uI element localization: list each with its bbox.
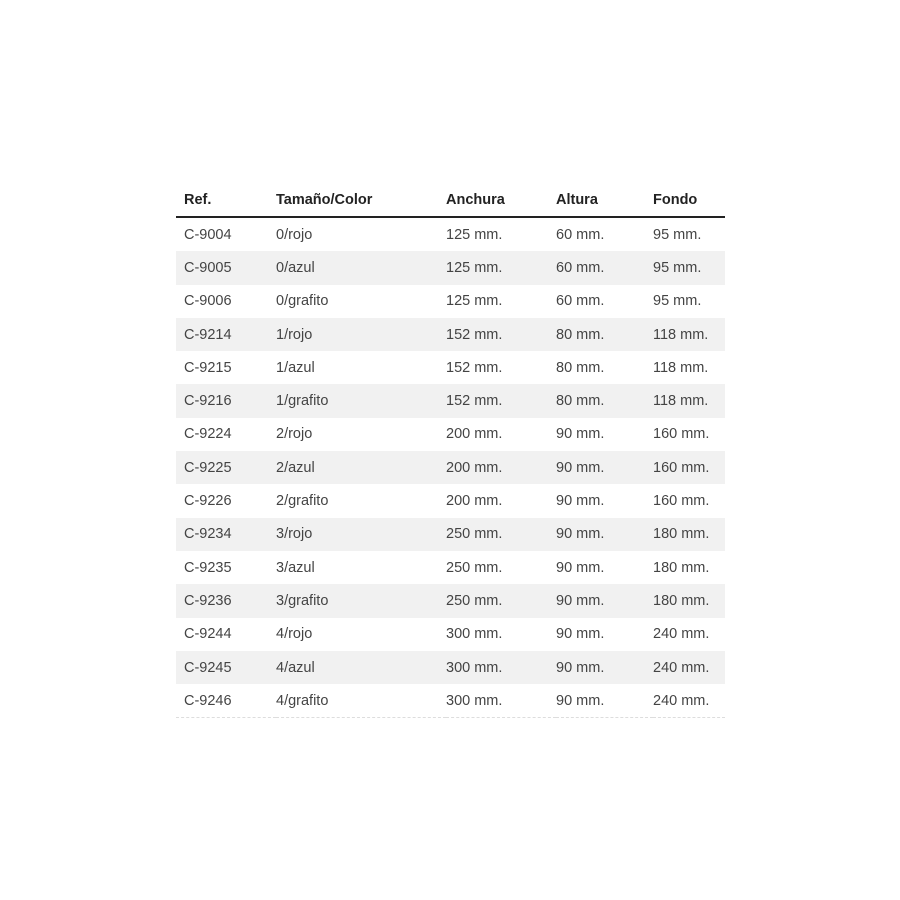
table-row: C-9244 4/rojo 300 mm. 90 mm. 240 mm.: [176, 618, 725, 651]
table-row: C-9245 4/azul 300 mm. 90 mm. 240 mm.: [176, 650, 725, 685]
cell-width: 152 mm.: [446, 393, 503, 410]
cell-ref: C-9225: [184, 459, 232, 476]
cell-height: 90 mm.: [556, 626, 605, 643]
cell-depth: 180 mm.: [653, 592, 710, 609]
cell-height: 60 mm.: [556, 293, 605, 310]
table-header-row: Ref. Tamaño/Color Anchura Altura Fondo: [176, 183, 725, 218]
cell-size-color: 0/grafito: [276, 293, 329, 310]
cell-size-color: 2/azul: [276, 459, 315, 476]
cell-size-color: 4/rojo: [276, 626, 313, 643]
table-row: C-9214 1/rojo 152 mm. 80 mm. 118 mm.: [176, 317, 725, 352]
cell-width: 300 mm.: [446, 659, 503, 676]
cell-depth: 240 mm.: [653, 659, 710, 676]
cell-width: 300 mm.: [446, 626, 503, 643]
table-row: C-9225 2/azul 200 mm. 90 mm. 160 mm.: [176, 451, 725, 485]
cell-depth: 95 mm.: [653, 259, 702, 276]
header-depth: Fondo: [653, 183, 725, 218]
cell-size-color: 1/grafito: [276, 393, 329, 410]
cell-ref: C-9236: [184, 592, 232, 609]
cell-height: 90 mm.: [556, 659, 605, 676]
cell-size-color: 4/grafito: [276, 692, 329, 709]
cell-depth: 118 mm.: [653, 393, 709, 410]
cell-ref: C-9234: [184, 526, 232, 543]
cell-height: 90 mm.: [556, 459, 605, 476]
header-height: Altura: [556, 183, 653, 218]
cell-width: 200 mm.: [446, 426, 503, 443]
cell-ref: C-9215: [184, 359, 232, 376]
cell-ref: C-9005: [184, 259, 232, 276]
cell-size-color: 1/azul: [276, 359, 315, 376]
cell-depth: 95 mm.: [653, 226, 702, 243]
cell-height: 90 mm.: [556, 592, 605, 609]
cell-size-color: 2/grafito: [276, 493, 329, 510]
cell-height: 80 mm.: [556, 326, 605, 343]
cell-height: 60 mm.: [556, 226, 605, 243]
table-row: C-9226 2/grafito 200 mm. 90 mm. 160 mm.: [176, 484, 725, 517]
cell-width: 152 mm.: [446, 359, 503, 376]
cell-height: 90 mm.: [556, 692, 605, 709]
cell-height: 90 mm.: [556, 559, 605, 576]
cell-depth: 160 mm.: [653, 459, 710, 476]
cell-depth: 118 mm.: [653, 359, 709, 376]
cell-ref: C-9246: [184, 692, 232, 709]
cell-height: 90 mm.: [556, 526, 605, 543]
cell-ref: C-9214: [184, 326, 232, 343]
cell-depth: 118 mm.: [653, 326, 709, 343]
cell-ref: C-9006: [184, 293, 232, 310]
header-size-color: Tamaño/Color: [276, 183, 446, 218]
cell-depth: 240 mm.: [653, 692, 710, 709]
cell-ref: C-9226: [184, 493, 232, 510]
table-row: C-9234 3/rojo 250 mm. 90 mm. 180 mm.: [176, 517, 725, 551]
cell-width: 125 mm.: [446, 293, 503, 310]
cell-size-color: 3/grafito: [276, 592, 329, 609]
table-row: C-9006 0/grafito 125 mm. 60 mm. 95 mm.: [176, 285, 725, 318]
cell-width: 250 mm.: [446, 526, 503, 543]
table-row: C-9215 1/azul 152 mm. 80 mm. 118 mm.: [176, 351, 725, 384]
cell-depth: 240 mm.: [653, 626, 710, 643]
table-row: C-9224 2/rojo 200 mm. 90 mm. 160 mm.: [176, 418, 725, 451]
cell-size-color: 3/rojo: [276, 526, 313, 543]
cell-height: 90 mm.: [556, 493, 605, 510]
cell-size-color: 4/azul: [276, 659, 315, 676]
cell-width: 200 mm.: [446, 459, 503, 476]
cell-width: 250 mm.: [446, 592, 503, 609]
cell-depth: 160 mm.: [653, 493, 710, 510]
cell-width: 125 mm.: [446, 259, 503, 276]
cell-width: 125 mm.: [446, 226, 503, 243]
cell-height: 90 mm.: [556, 426, 605, 443]
cell-size-color: 2/rojo: [276, 426, 313, 443]
table-row: C-9005 0/azul 125 mm. 60 mm. 95 mm.: [176, 251, 725, 285]
table-row: C-9004 0/rojo 125 mm. 60 mm. 95 mm.: [176, 217, 725, 251]
cell-depth: 180 mm.: [653, 526, 710, 543]
cell-size-color: 1/rojo: [276, 326, 313, 343]
cell-depth: 160 mm.: [653, 426, 710, 443]
cell-ref: C-9244: [184, 626, 232, 643]
cell-width: 300 mm.: [446, 692, 503, 709]
table-row: C-9236 3/grafito 250 mm. 90 mm. 180 mm.: [176, 584, 725, 618]
table-row: C-9246 4/grafito 300 mm. 90 mm. 240 mm.: [176, 684, 725, 718]
cell-height: 60 mm.: [556, 259, 605, 276]
cell-ref: C-9216: [184, 393, 232, 410]
cell-size-color: 0/rojo: [276, 226, 313, 243]
product-dimensions-table: Ref. Tamaño/Color Anchura Altura Fondo C…: [176, 183, 725, 718]
cell-width: 152 mm.: [446, 326, 503, 343]
cell-size-color: 0/azul: [276, 259, 315, 276]
table-row: C-9216 1/grafito 152 mm. 80 mm. 118 mm.: [176, 384, 725, 418]
cell-width: 200 mm.: [446, 493, 503, 510]
cell-ref: C-9245: [184, 659, 232, 676]
cell-depth: 180 mm.: [653, 559, 710, 576]
cell-ref: C-9224: [184, 426, 232, 443]
header-width: Anchura: [446, 183, 556, 218]
cell-depth: 95 mm.: [653, 293, 702, 310]
cell-ref: C-9235: [184, 559, 232, 576]
cell-height: 80 mm.: [556, 359, 605, 376]
table-row: C-9235 3/azul 250 mm. 90 mm. 180 mm.: [176, 551, 725, 584]
cell-height: 80 mm.: [556, 393, 605, 410]
cell-size-color: 3/azul: [276, 559, 315, 576]
header-ref: Ref.: [176, 183, 276, 218]
cell-ref: C-9004: [184, 226, 232, 243]
cell-width: 250 mm.: [446, 559, 503, 576]
